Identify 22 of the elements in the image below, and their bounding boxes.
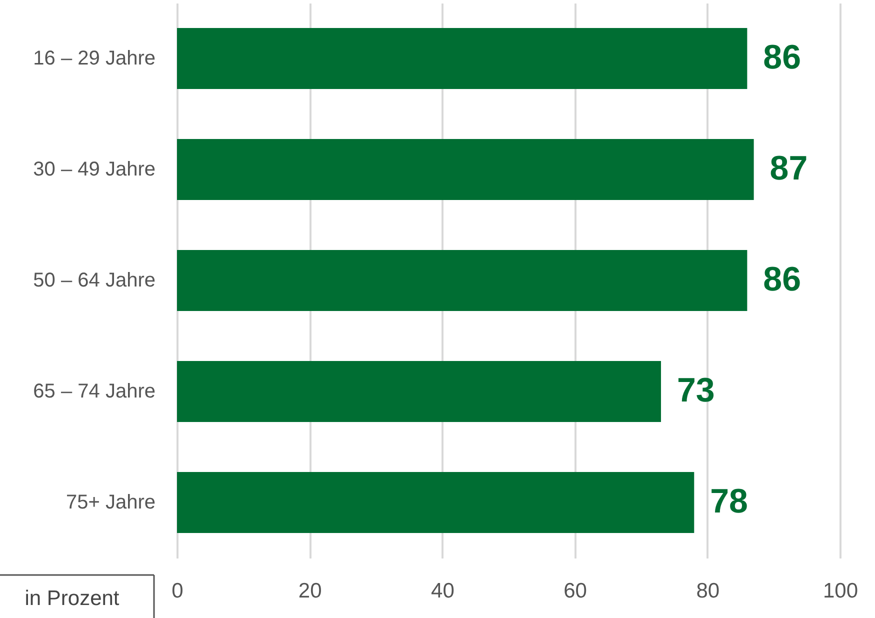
y-tick-label: 16 – 29 Jahre	[33, 48, 156, 70]
y-tick-label: 65 – 74 Jahre	[33, 380, 156, 402]
y-tick-label: 30 – 49 Jahre	[33, 158, 156, 180]
y-tick-label: 50 – 64 Jahre	[33, 270, 156, 292]
data-label: 78	[710, 482, 748, 520]
bar	[177, 250, 748, 312]
bar	[177, 360, 661, 422]
y-tick-label: 75+ Jahre	[66, 492, 156, 514]
data-label: 73	[676, 372, 715, 410]
data-label: 86	[763, 260, 802, 298]
data-label: 87	[770, 150, 808, 188]
x-tick-label: 0	[172, 580, 184, 602]
x-tick-label: 40	[431, 580, 454, 602]
bar	[177, 472, 694, 534]
x-tick-label: 20	[298, 580, 322, 602]
bar	[177, 28, 748, 90]
x-tick-label: 100	[822, 580, 858, 602]
x-tick-label: 60	[564, 580, 587, 602]
bar	[177, 138, 754, 200]
data-label: 86	[763, 38, 802, 76]
x-tick-label: 80	[696, 580, 720, 602]
text: in Prozent	[24, 587, 120, 610]
